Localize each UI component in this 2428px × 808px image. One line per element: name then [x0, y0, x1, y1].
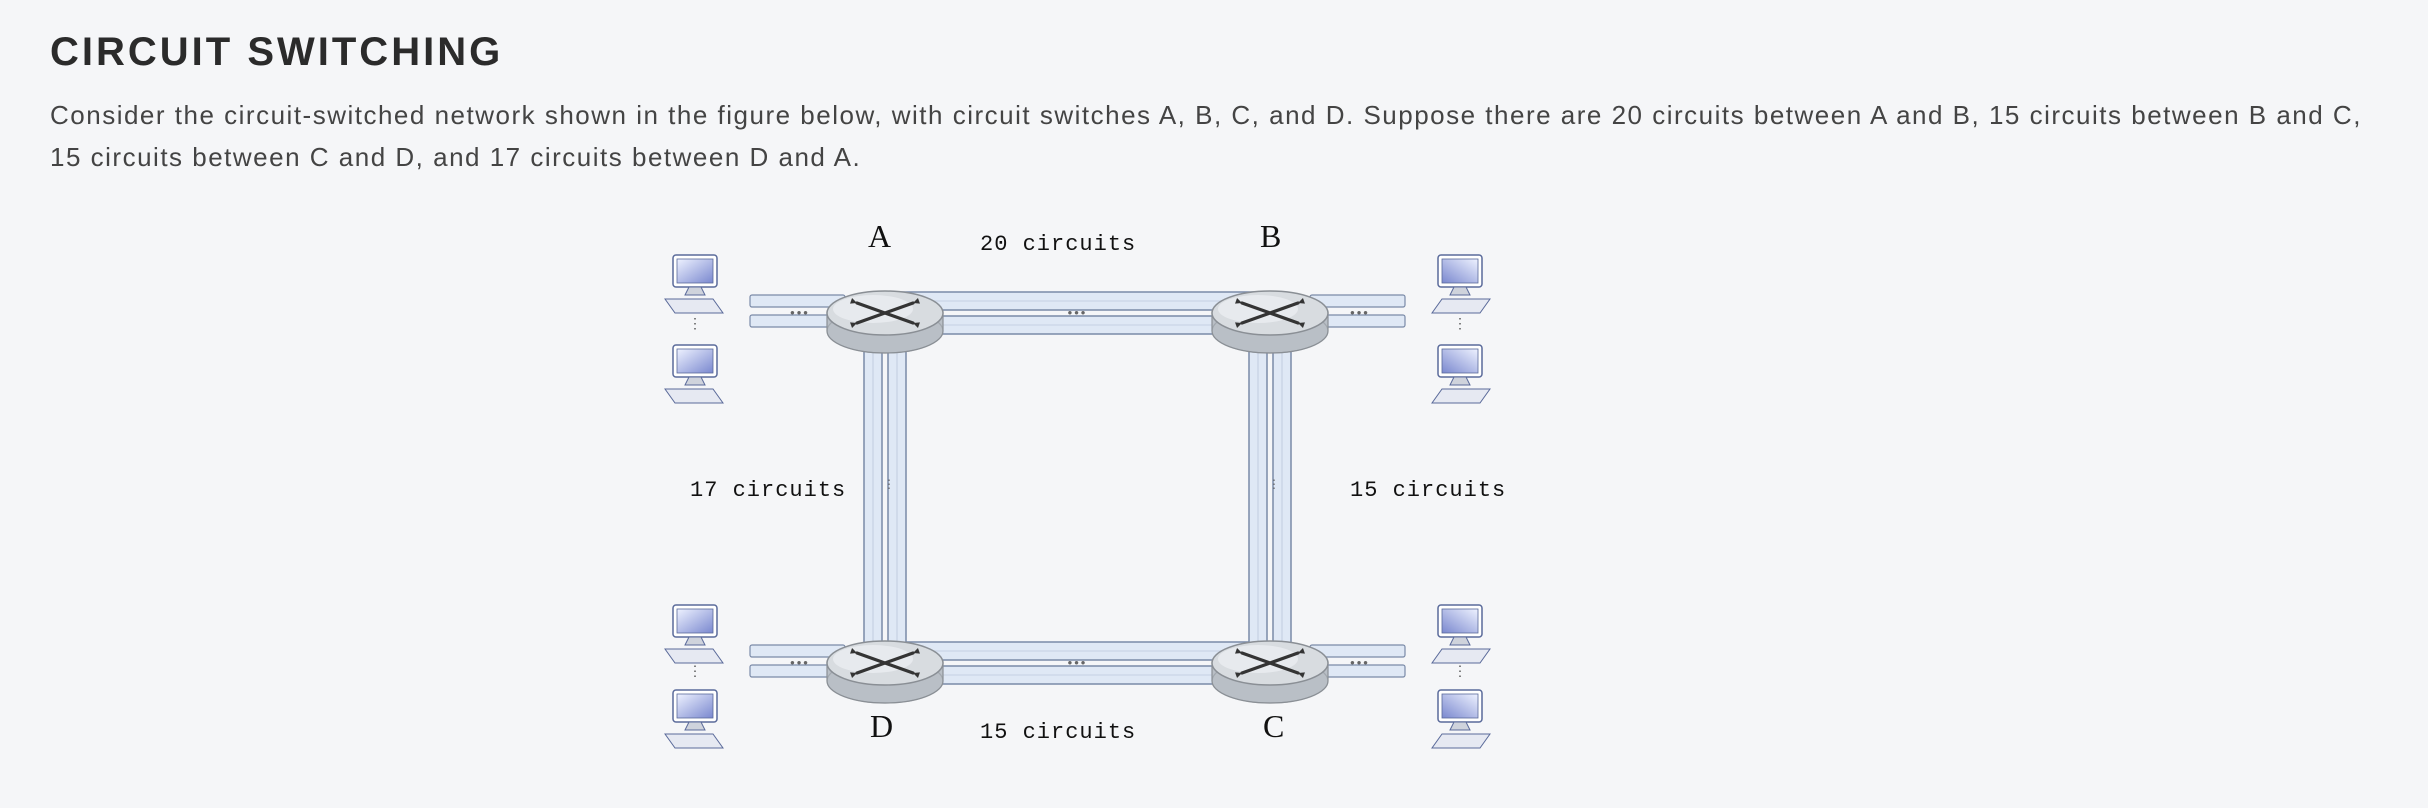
network-diagram: ⋮ ⋮ ⋮ ⋮ ••• ••• ••• ••• ••• ••• ⋮ ⋮ A B C D 20 circuits…	[650, 218, 1550, 778]
svg-text:⋮: ⋮	[1453, 663, 1467, 679]
svg-text:⋮: ⋮	[1268, 477, 1280, 491]
edge-label-ab: 20 circuits	[980, 232, 1136, 257]
page-title: CIRCUIT SWITCHING	[50, 30, 2378, 75]
svg-text:•••: •••	[1068, 305, 1088, 320]
svg-text:⋮: ⋮	[883, 477, 895, 491]
svg-text:•••: •••	[1068, 655, 1088, 670]
svg-text:⋮: ⋮	[688, 663, 702, 679]
edge-label-da: 17 circuits	[690, 478, 846, 503]
svg-text:•••: •••	[790, 305, 810, 320]
svg-text:⋮: ⋮	[1453, 315, 1467, 331]
node-label-c: C	[1263, 708, 1284, 745]
node-label-d: D	[870, 708, 893, 745]
edge-label-dc: 15 circuits	[980, 720, 1136, 745]
page-description: Consider the circuit-switched network sh…	[50, 95, 2378, 178]
node-label-a: A	[868, 218, 891, 255]
node-label-b: B	[1260, 218, 1281, 255]
edge-label-bc: 15 circuits	[1350, 478, 1506, 503]
svg-text:•••: •••	[1350, 655, 1370, 670]
svg-text:⋮: ⋮	[688, 315, 702, 331]
svg-text:•••: •••	[1350, 305, 1370, 320]
svg-text:•••: •••	[790, 655, 810, 670]
